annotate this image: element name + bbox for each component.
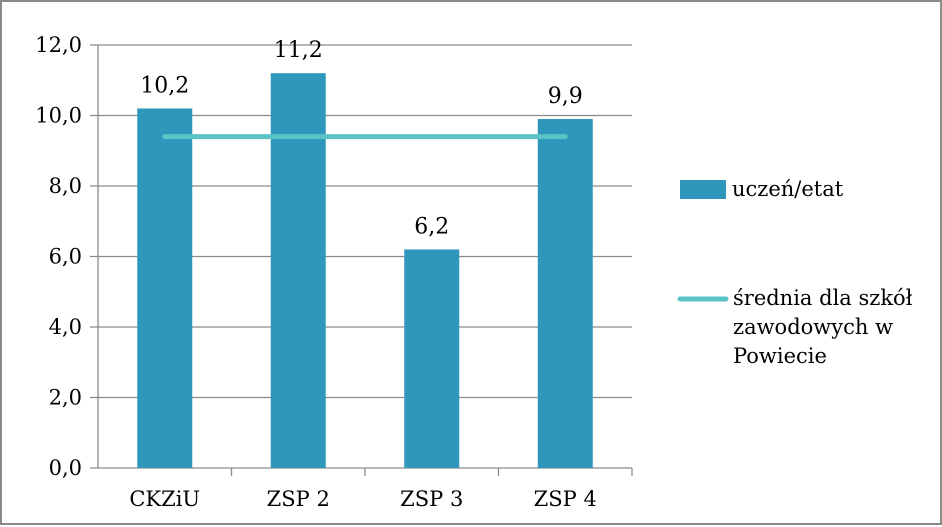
bar (404, 249, 460, 468)
x-tick-label: ZSP 3 (400, 487, 463, 511)
data-label: 10,2 (140, 73, 189, 98)
data-label: 11,2 (274, 38, 323, 63)
x-tick-label: ZSP 4 (534, 487, 597, 511)
x-tick-label: CKZiU (129, 487, 200, 511)
legend-label-line: średnia dla szkół (733, 286, 913, 310)
legend-label-line: Powiecie (733, 344, 827, 368)
y-tick-label: 4,0 (49, 315, 82, 339)
y-tick-label: 6,0 (49, 245, 82, 269)
legend: uczeń/etat średnia dla szkół zawodowych w P… (677, 177, 913, 368)
x-tick-label: ZSP 2 (267, 487, 330, 511)
data-labels: 10,2 11,2 6,2 9,9 (140, 38, 582, 239)
data-label: 6,2 (414, 214, 449, 239)
bar (270, 73, 326, 468)
legend-swatch-bar (680, 180, 726, 199)
y-tick-label: 10,0 (35, 104, 82, 128)
x-axis: CKZiU ZSP 2 ZSP 3 ZSP 4 (129, 468, 633, 511)
y-axis: 0,0 2,0 4,0 6,0 8,0 10,0 12,0 (35, 33, 99, 480)
data-label: 9,9 (548, 84, 583, 109)
y-tick-label: 2,0 (49, 386, 82, 410)
legend-label-line: zawodowych w (733, 315, 893, 339)
bar (137, 108, 193, 468)
bars (137, 73, 593, 469)
bar (537, 119, 593, 469)
y-tick-label: 0,0 (49, 456, 82, 480)
legend-label-bar: uczeń/etat (732, 177, 844, 201)
y-tick-label: 12,0 (35, 33, 82, 57)
y-tick-label: 8,0 (49, 174, 82, 198)
